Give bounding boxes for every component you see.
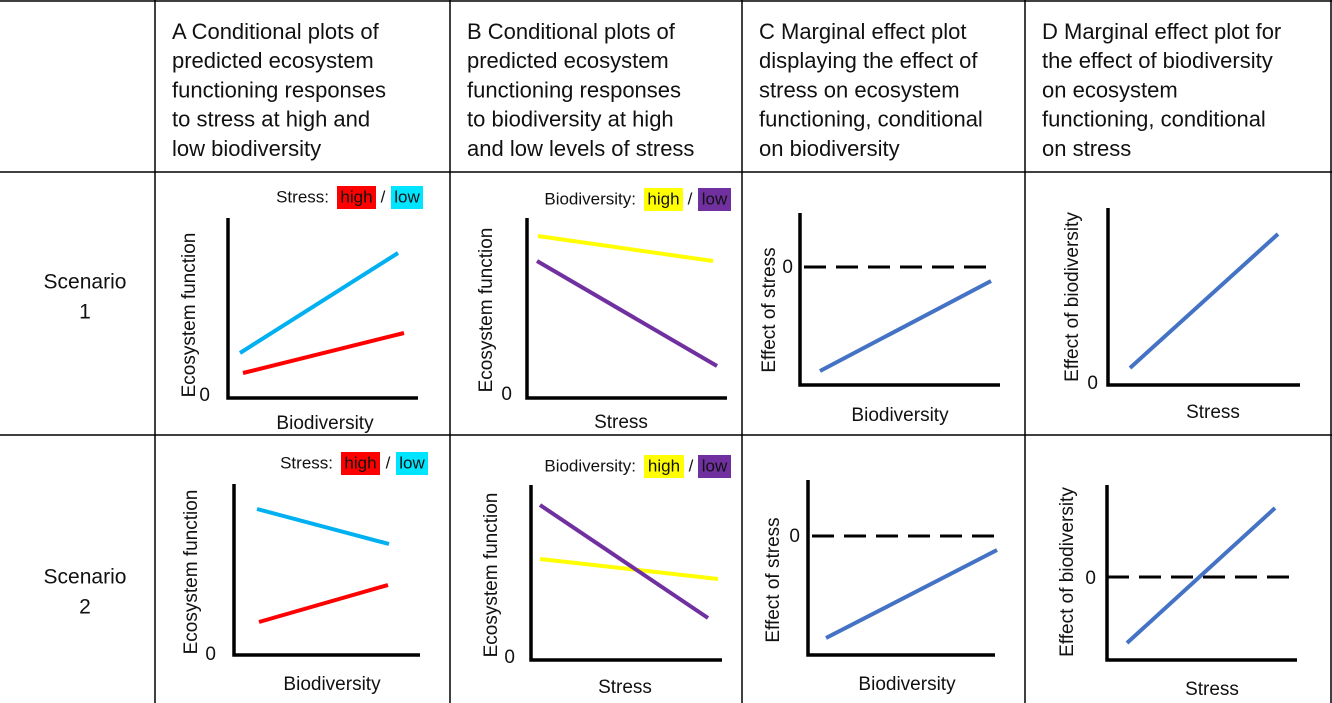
legend-title: Biodiversity:	[544, 189, 636, 208]
header-text: to biodiversity at high	[467, 107, 674, 132]
header-text: functioning responses	[467, 77, 681, 102]
axes	[1106, 208, 1300, 387]
legend-swatch	[341, 452, 380, 475]
response-line	[538, 503, 710, 620]
x-axis-label: Biodiversity	[276, 413, 374, 434]
response-line	[242, 331, 405, 375]
header-text: predicted ecosystem	[467, 48, 669, 73]
response-line	[258, 583, 389, 624]
legend-separator: /	[386, 453, 391, 472]
header-text: displaying the effect of	[759, 48, 978, 73]
scenario-label: Scenario	[44, 566, 127, 589]
x-axis-label: Biodiversity	[858, 674, 956, 695]
scenario-label: Scenario	[44, 271, 127, 294]
response-line	[1128, 232, 1280, 370]
axes	[529, 485, 722, 662]
header-text: D Marginal effect plot for	[1042, 19, 1281, 44]
axes	[798, 213, 1000, 387]
header-text: stress on ecosystem	[759, 77, 960, 102]
response-line	[825, 548, 998, 640]
legend-swatch	[698, 188, 731, 211]
y-axis-label: Effect of biodiversity	[1062, 212, 1083, 382]
response-line	[539, 557, 719, 581]
zero-label: 0	[199, 385, 210, 406]
x-axis-label: Biodiversity	[283, 674, 381, 695]
y-axis-label: Ecosystem function	[476, 228, 497, 393]
axes	[226, 218, 418, 400]
x-axis-label: Stress	[1185, 679, 1239, 700]
y-axis-label: Ecosystem function	[181, 490, 202, 655]
y-axis-label: Ecosystem function	[179, 233, 200, 398]
legend-separator: /	[688, 189, 693, 208]
x-axis-label: Biodiversity	[851, 405, 949, 426]
zero-label: 0	[1085, 568, 1096, 589]
legend-swatch	[391, 186, 423, 209]
scenario-label: 1	[79, 301, 91, 324]
axes	[232, 484, 420, 657]
header-text: and low levels of stress	[467, 136, 694, 161]
y-axis-label: Ecosystem function	[481, 493, 502, 658]
legend-item: low	[399, 453, 425, 472]
legend-item: high	[340, 187, 372, 206]
legend-swatch	[698, 455, 731, 478]
legend-swatch	[644, 455, 684, 478]
header-text: to stress at high and	[172, 107, 370, 132]
legend-swatch	[644, 188, 683, 211]
header-text: on ecosystem	[1042, 77, 1178, 102]
response-line	[1125, 506, 1277, 645]
header-text: functioning, conditional	[759, 107, 983, 132]
response-line	[238, 251, 400, 355]
zero-label: 0	[205, 644, 216, 665]
legend-swatch	[396, 452, 428, 475]
header-text: functioning responses	[172, 77, 386, 102]
header-text: predicted ecosystem	[172, 48, 374, 73]
scenario-label: 2	[79, 596, 91, 619]
legend-item: high	[648, 456, 680, 475]
x-axis-label: Stress	[1186, 402, 1240, 423]
header-text: on stress	[1042, 136, 1131, 161]
y-axis-label: Effect of stress	[759, 247, 780, 372]
header-text: A Conditional plots of	[172, 19, 380, 44]
legend-item: high	[344, 453, 376, 472]
zero-label: 0	[782, 257, 793, 278]
x-axis-label: Stress	[594, 412, 648, 433]
response-line	[537, 234, 714, 263]
header-text: B Conditional plots of	[467, 19, 676, 44]
axes	[806, 480, 995, 657]
zero-label: 0	[1087, 373, 1098, 394]
header-text: low biodiversity	[172, 136, 321, 161]
legend-swatch	[337, 186, 376, 209]
response-line	[256, 507, 390, 546]
legend-item: low	[394, 187, 420, 206]
axes	[525, 218, 727, 400]
legend-item: low	[702, 189, 728, 208]
x-axis-label: Stress	[598, 677, 652, 698]
axes	[1105, 485, 1297, 662]
y-axis-label: Effect of biodiversity	[1057, 487, 1078, 657]
zero-label: 0	[789, 526, 800, 547]
response-line	[535, 259, 719, 368]
legend-title: Stress:	[280, 453, 333, 472]
legend-title: Biodiversity:	[544, 456, 636, 475]
legend-separator: /	[381, 187, 386, 206]
header-text: C Marginal effect plot	[759, 19, 966, 44]
legend-title: Stress:	[276, 187, 329, 206]
header-text: the effect of biodiversity	[1042, 48, 1273, 73]
response-line	[819, 279, 992, 373]
header-text: on biodiversity	[759, 136, 900, 161]
header-text: functioning, conditional	[1042, 107, 1266, 132]
legend-separator: /	[689, 456, 694, 475]
zero-label: 0	[504, 647, 515, 668]
y-axis-label: Effect of stress	[763, 517, 784, 642]
legend-item: low	[702, 456, 728, 475]
zero-label: 0	[501, 384, 512, 405]
legend-item: high	[647, 189, 679, 208]
